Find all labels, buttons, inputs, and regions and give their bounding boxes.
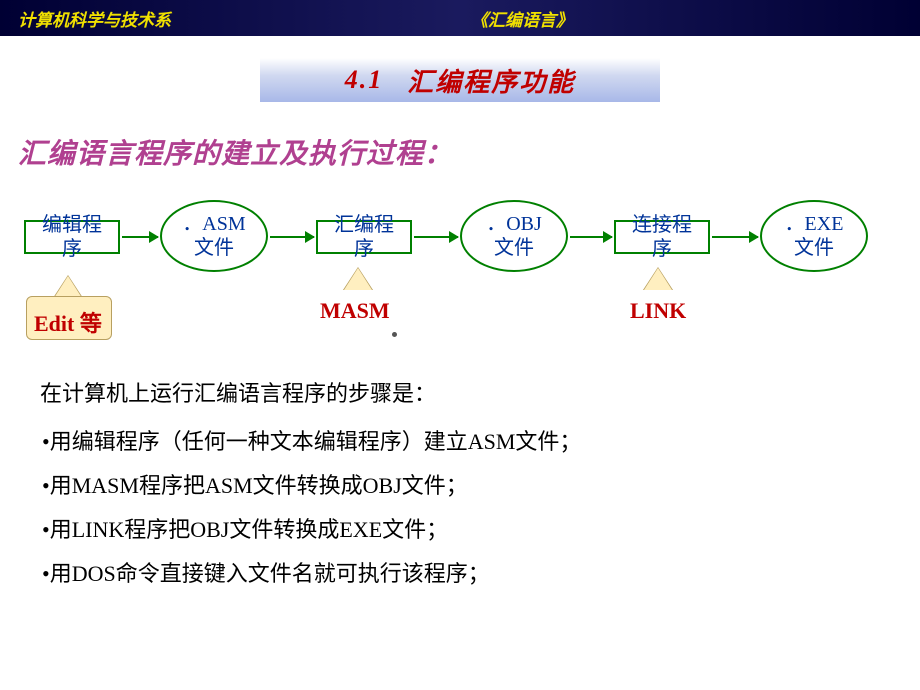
process-diagram: 编辑程序 ．ASM文件 汇编程序 ．OBJ文件 连接程序 ．EXE文件 Edit 等 MASM…: [0, 190, 920, 360]
node-exe-file: ．EXE文件: [760, 200, 868, 272]
section-text: 汇编程序功能: [407, 62, 575, 99]
callout-tail-icon: [54, 276, 82, 298]
node-asm-file: ．ASM文件: [160, 200, 268, 272]
arrow-icon: [122, 236, 158, 238]
header-left: 计算机科学与技术系: [18, 6, 171, 31]
arrow-icon: [414, 236, 458, 238]
slide-marker-icon: [392, 332, 397, 337]
callout-link: LINK: [630, 298, 686, 324]
body-text: 在计算机上运行汇编语言程序的步骤是： •用编辑程序（任何一种文本编辑程序）建立A…: [40, 372, 920, 596]
node-label: 连接程序: [624, 213, 700, 261]
node-edit-prog: 编辑程序: [24, 220, 120, 254]
top-banner: 计算机科学与技术系 《汇编语言》: [0, 0, 920, 36]
section-number: 4.1: [345, 65, 384, 95]
bullet-item: •用编辑程序（任何一种文本编辑程序）建立ASM文件；: [42, 420, 920, 464]
section-title: 4.1 汇编程序功能: [260, 58, 660, 102]
bullet-item: •用DOS命令直接键入文件名就可执行该程序；: [42, 552, 920, 596]
header-right: 《汇编语言》: [471, 6, 573, 31]
node-label: 汇编程序: [326, 213, 402, 261]
node-link-prog: 连接程序: [614, 220, 710, 254]
node-obj-file: ．OBJ文件: [460, 200, 568, 272]
callout-masm: MASM: [320, 298, 390, 324]
subtitle: 汇编语言程序的建立及执行过程：: [18, 132, 920, 172]
arrow-icon: [712, 236, 758, 238]
body-intro: 在计算机上运行汇编语言程序的步骤是：: [40, 372, 920, 416]
node-label: ．EXE文件: [785, 212, 844, 260]
arrow-icon: [270, 236, 314, 238]
node-label: 编辑程序: [34, 213, 110, 261]
bullet-item: •用MASM程序把ASM文件转换成OBJ文件；: [42, 464, 920, 508]
arrow-icon: [570, 236, 612, 238]
node-label: ．ASM文件: [182, 212, 245, 260]
callout-tail-icon: [344, 268, 372, 290]
bullet-item: •用LINK程序把OBJ文件转换成EXE文件；: [42, 508, 920, 552]
node-asm-prog: 汇编程序: [316, 220, 412, 254]
callout-tail-icon: [644, 268, 672, 290]
node-label: ．OBJ文件: [486, 212, 542, 260]
callout-edit: Edit 等: [34, 306, 102, 338]
